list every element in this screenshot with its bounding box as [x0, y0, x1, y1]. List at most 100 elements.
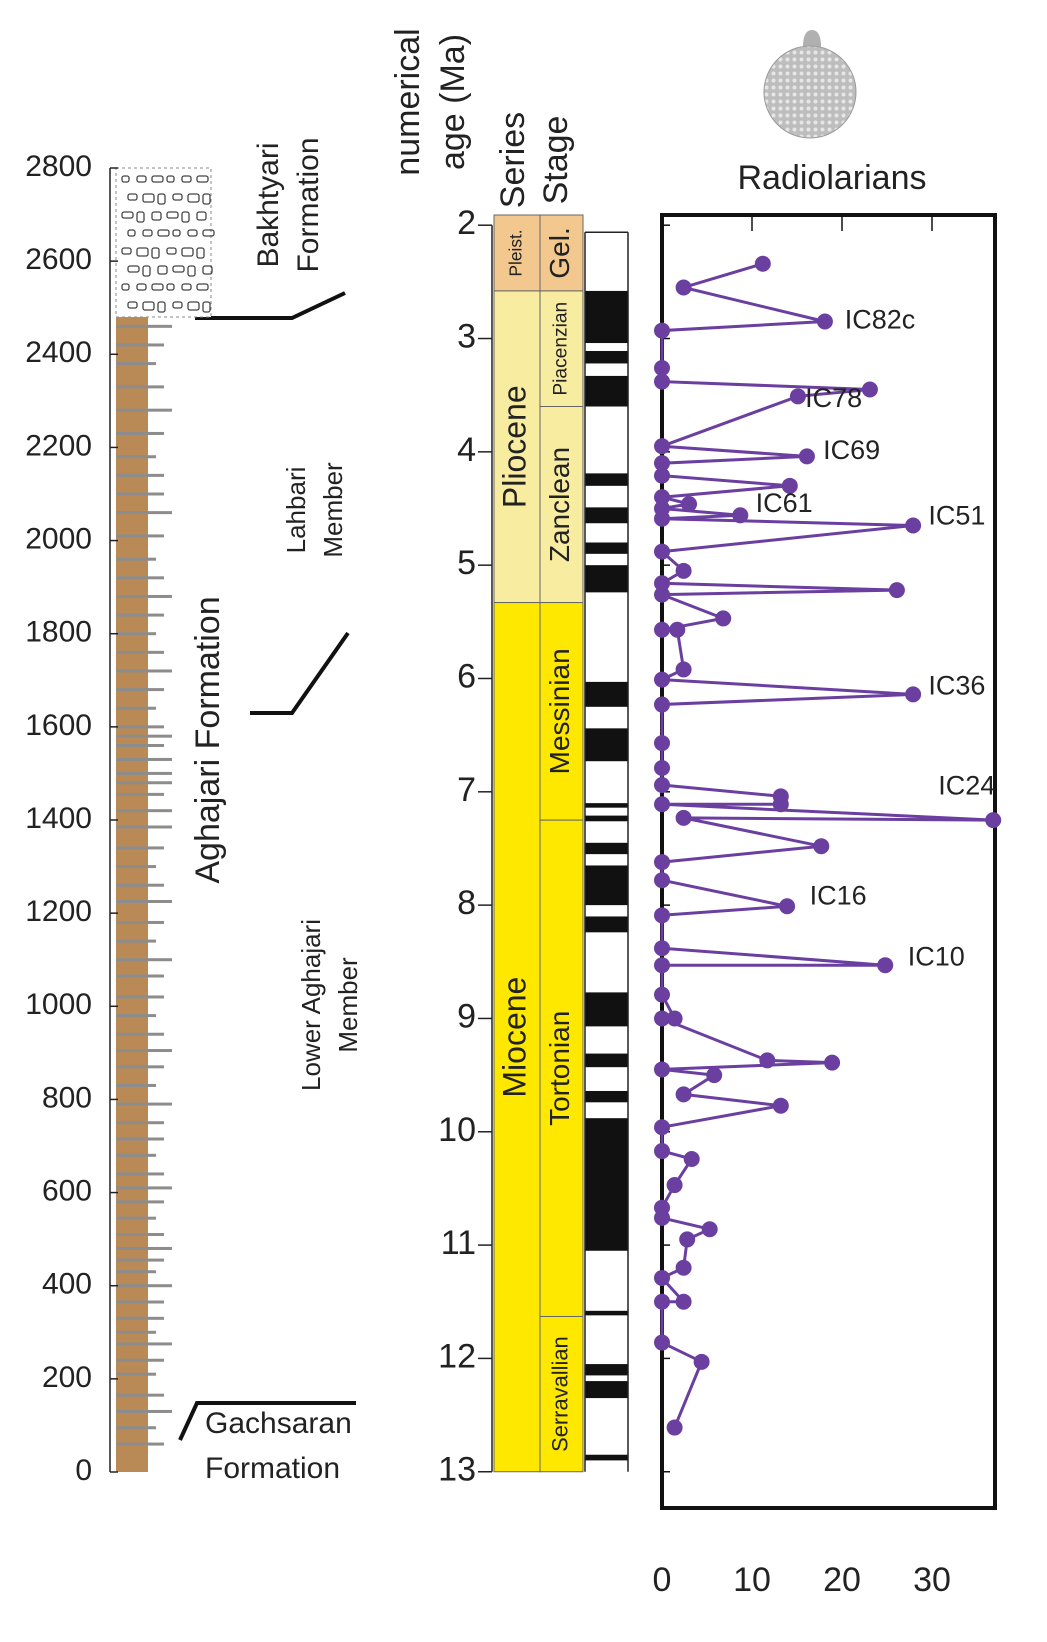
depth-tick-label: 2600: [25, 243, 92, 276]
data-point: [681, 496, 697, 512]
data-point: [715, 610, 731, 626]
depth-tick-label: 2400: [25, 336, 92, 369]
sand-bed: [116, 576, 164, 579]
polarity-normal: [585, 728, 628, 761]
polarity-normal: [585, 1381, 628, 1398]
sand-bed: [116, 409, 172, 412]
age-axis-title: age (Ma): [434, 34, 472, 170]
data-point: [985, 812, 1001, 828]
sand-bed: [116, 1247, 172, 1250]
data-point: [654, 1143, 670, 1159]
sand-bed: [116, 1426, 156, 1429]
data-point: [667, 1420, 683, 1436]
radiolarian-icon: [764, 30, 856, 138]
polarity-normal: [585, 1091, 628, 1102]
sand-bed: [116, 511, 172, 514]
data-point: [669, 622, 685, 638]
age-tick-label: 2: [457, 204, 476, 242]
sand-bed: [116, 688, 164, 691]
sand-bed: [116, 940, 156, 943]
data-point: [654, 587, 670, 603]
data-point: [676, 810, 692, 826]
data-point: [676, 1294, 692, 1310]
data-point: [679, 1231, 695, 1247]
sample-label: IC69: [823, 435, 880, 465]
polarity-normal: [585, 865, 628, 905]
sand-bed: [116, 614, 164, 617]
plot-title: Radiolarians: [738, 159, 927, 197]
sand-bed: [116, 385, 164, 388]
formation-label: Formation: [205, 1452, 340, 1485]
data-point: [676, 280, 692, 296]
stages-label: Gel.: [544, 227, 575, 278]
sand-bed: [116, 772, 172, 775]
x-tick-label: 30: [913, 1561, 951, 1599]
sand-bed: [116, 1217, 156, 1220]
data-point: [654, 697, 670, 713]
stage-header: Stage: [537, 116, 575, 205]
sand-bed: [116, 362, 156, 365]
sand-bed: [116, 493, 164, 496]
sand-bed: [116, 1049, 172, 1052]
age-tick-label: 5: [457, 544, 476, 582]
data-point: [676, 563, 692, 579]
data-point: [654, 1210, 670, 1226]
series-label: Miocene: [496, 977, 532, 1098]
polarity-normal: [585, 843, 628, 854]
age-tick-label: 3: [457, 318, 476, 356]
data-point: [654, 940, 670, 956]
data-point: [702, 1221, 718, 1237]
age-tick-label: 7: [457, 771, 476, 809]
sand-bed: [116, 1443, 164, 1446]
sand-bed: [116, 1033, 164, 1036]
data-point: [676, 1260, 692, 1276]
data-point: [654, 777, 670, 793]
data-point: [654, 511, 670, 527]
sample-label: IC36: [928, 671, 985, 701]
sand-bed: [116, 1284, 172, 1287]
data-point: [799, 448, 815, 464]
sample-label: IC78: [805, 383, 862, 413]
sand-bed: [116, 558, 156, 561]
sand-bed: [116, 1103, 172, 1106]
data-point: [817, 314, 833, 330]
data-point: [824, 1055, 840, 1071]
stages-label: Messinian: [544, 648, 575, 774]
x-tick-label: 10: [733, 1561, 771, 1599]
sand-bed: [116, 884, 164, 887]
sand-bed: [116, 325, 172, 328]
data-point: [813, 838, 829, 854]
depth-tick-label: 1200: [25, 895, 92, 928]
sand-bed: [116, 1084, 156, 1087]
polarity-normal: [585, 816, 628, 822]
data-point: [654, 957, 670, 973]
depth-tick-label: 800: [42, 1081, 92, 1114]
data-point: [905, 686, 921, 702]
sand-bed: [116, 669, 172, 672]
sand-bed: [116, 651, 164, 654]
sand-bed: [116, 474, 164, 477]
polarity-normal: [585, 992, 628, 1026]
data-point: [654, 544, 670, 560]
polarity-normal: [585, 351, 628, 363]
depth-tick-label: 1400: [25, 802, 92, 835]
series-label: Pliocene: [496, 385, 532, 508]
figure: Radiolarians Bakhtyari Formation Lahbari…: [0, 0, 1047, 1642]
polarity-normal: [585, 473, 628, 485]
sand-bed: [116, 1200, 164, 1203]
member-label: Lower Aghajari: [296, 919, 326, 1091]
data-point: [654, 1119, 670, 1135]
x-tick-label: 0: [653, 1561, 672, 1599]
data-point: [759, 1052, 775, 1068]
data-point: [654, 438, 670, 454]
sand-bed: [116, 1233, 164, 1236]
sand-bed: [116, 735, 172, 738]
data-point: [654, 1061, 670, 1077]
sand-bed: [116, 758, 172, 761]
data-point: [654, 672, 670, 688]
sand-bed: [116, 455, 156, 458]
sand-bed: [116, 534, 164, 537]
sand-bed: [116, 632, 156, 635]
sand-bed: [116, 595, 172, 598]
sand-bed: [116, 707, 156, 710]
